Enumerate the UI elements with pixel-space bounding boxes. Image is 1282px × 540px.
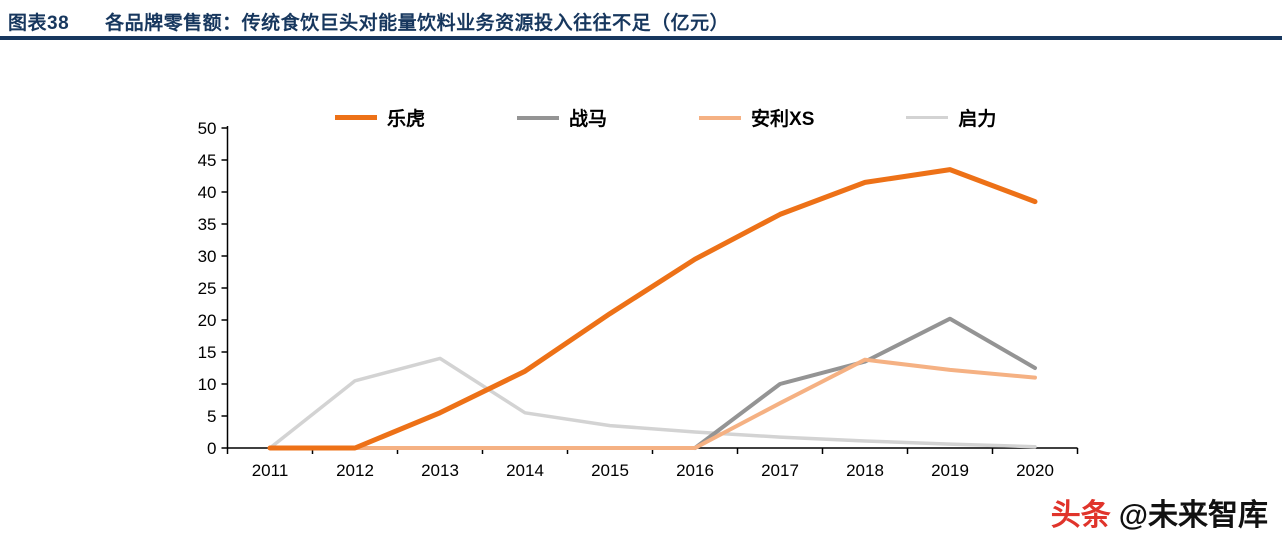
legend-item-zhanma: 战马	[517, 104, 607, 131]
figure-header: 图表38 各品牌零售额：传统食饮巨头对能量饮料业务资源投入往往不足（亿元）	[8, 8, 729, 35]
x-tick-label: 2020	[1016, 461, 1054, 480]
y-tick-label: 30	[198, 247, 217, 266]
x-tick-label: 2018	[846, 461, 884, 480]
series-line-amway-xs	[268, 357, 1037, 450]
watermark: 头条 @未来智库	[1051, 490, 1268, 534]
y-tick-label: 10	[198, 375, 217, 394]
x-tick-label: 2017	[761, 461, 799, 480]
toutiao-logo: 头条	[1050, 499, 1111, 532]
x-tick-label: 2013	[421, 461, 459, 480]
legend-swatch-amway-xs	[699, 115, 742, 120]
legend-item-amway-xs: 安利XS	[699, 104, 814, 131]
x-tick-label: 2016	[676, 461, 714, 480]
chart-legend: 乐虎 战马 安利XS 启力	[335, 104, 996, 131]
legend-item-qili: 启力	[906, 104, 996, 131]
x-tick-label: 2019	[931, 461, 969, 480]
y-tick-label: 15	[198, 343, 217, 362]
y-tick-label: 50	[198, 119, 217, 138]
series-line-qili	[268, 356, 1037, 450]
header-divider	[0, 36, 1282, 40]
legend-item-lehu: 乐虎	[335, 104, 425, 131]
legend-label-lehu: 乐虎	[387, 109, 426, 130]
y-tick-label: 5	[207, 407, 216, 426]
series-line-lehu	[267, 167, 1038, 451]
figure-number: 图表38	[8, 13, 70, 34]
legend-label-qili: 启力	[958, 109, 997, 130]
watermark-handle: @未来智库	[1118, 499, 1268, 532]
x-tick-label: 2012	[336, 461, 374, 480]
y-tick-label: 45	[198, 151, 217, 170]
legend-swatch-lehu	[335, 115, 377, 120]
x-tick-label: 2014	[506, 461, 544, 480]
figure-title: 各品牌零售额：传统食饮巨头对能量饮料业务资源投入往往不足（亿元）	[105, 13, 730, 34]
legend-swatch-qili	[906, 115, 949, 120]
x-tick-label: 2015	[591, 461, 629, 480]
y-tick-label: 20	[198, 311, 217, 330]
y-tick-label: 25	[198, 279, 217, 298]
y-tick-label: 35	[198, 215, 217, 234]
legend-label-zhanma: 战马	[569, 109, 608, 130]
y-tick-label: 40	[198, 183, 217, 202]
legend-label-amway-xs: 安利XS	[751, 109, 815, 130]
x-tick-label: 2011	[252, 461, 289, 480]
series-line-zhanma	[693, 316, 1037, 450]
legend-swatch-zhanma	[517, 115, 560, 120]
y-tick-label: 0	[207, 439, 216, 458]
